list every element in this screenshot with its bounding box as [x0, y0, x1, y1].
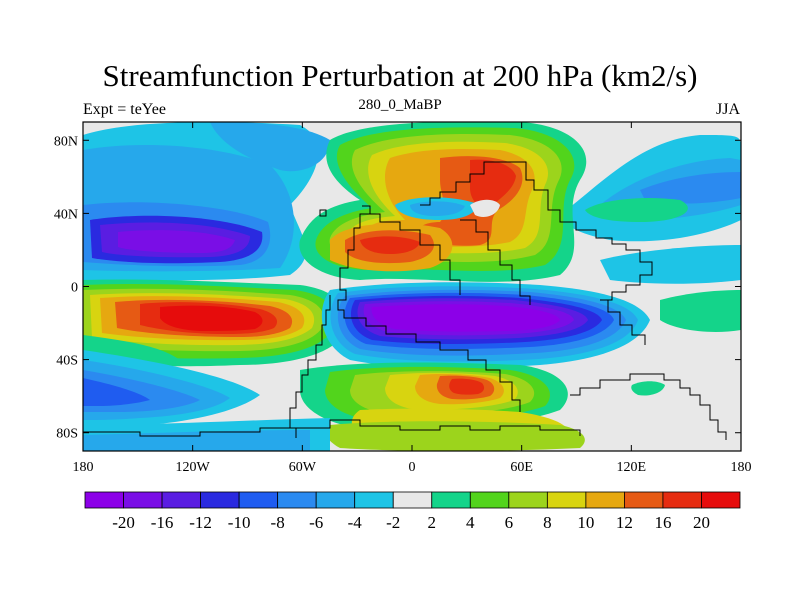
colorbar-label: -16: [151, 513, 174, 532]
colorbar-label: 6: [505, 513, 514, 532]
colorbar-swatch: [238, 491, 279, 509]
colorbar-swatch: [354, 491, 394, 509]
outline-antarctica-edge: [83, 419, 581, 437]
colorbar-swatch: [315, 491, 356, 509]
colorbar-label: -12: [189, 513, 212, 532]
contour-southeast-cyan: [600, 245, 741, 284]
colorbar-swatch: [624, 491, 664, 509]
chart-title: Streamfunction Perturbation at 200 hPa (…: [102, 58, 698, 93]
x-tick-label: 60E: [510, 460, 533, 475]
colorbar-swatch: [546, 491, 587, 509]
contour-north-warm-red: [470, 159, 516, 208]
colorbar-swatch: [277, 491, 317, 509]
colorbar-label: 2: [428, 513, 437, 532]
contour-mid-neutral: [470, 199, 500, 217]
x-axis: 180 120W 60W 0 60E 120E 180: [73, 122, 752, 475]
outline-arabia: [370, 213, 461, 295]
colorbar-label: -2: [386, 513, 400, 532]
colorbar: -20 -16 -12 -10 -8 -6 -4 -2 2 4 6 8 10 12 16 20: [84, 491, 741, 532]
contour-indian-low-core: [371, 304, 560, 332]
contour-pacific-high-core: [160, 305, 263, 331]
outline-australia: [570, 373, 727, 440]
colorbar-label: -6: [309, 513, 323, 532]
colorbar-swatch: [123, 491, 163, 509]
outline-africa: [337, 205, 521, 412]
contour-northeast-blue3: [640, 172, 741, 204]
x-tick-label: 0: [409, 460, 416, 475]
contour-southeast-small-green: [631, 381, 665, 396]
contour-south-pacific-royal: [83, 378, 150, 406]
colorbar-swatch: [662, 491, 702, 509]
colorbar-label: 20: [693, 513, 710, 532]
contour-field: [83, 122, 741, 451]
x-tick-label: 180: [73, 460, 94, 475]
contour-southern-high-red: [449, 378, 485, 395]
x-tick-label: 180: [731, 460, 752, 475]
colorbar-label: 8: [543, 513, 552, 532]
continent-outlines: [83, 161, 727, 440]
contour-southeast-green: [660, 290, 741, 332]
colorbar-label: 10: [577, 513, 594, 532]
x-tick-label: 120E: [617, 460, 647, 475]
colorbar-swatch: [585, 491, 625, 509]
contour-north-pacific-core3: [118, 230, 235, 253]
contour-northeast-green: [585, 198, 688, 222]
outline-indonesia: [600, 299, 646, 345]
colorbar-swatch: [161, 491, 201, 509]
y-tick-label: 0: [71, 281, 78, 296]
outline-south-america: [289, 295, 331, 438]
colorbar-swatch: [84, 491, 124, 509]
y-tick-label: 40N: [54, 207, 78, 222]
colorbar-swatch: [431, 491, 471, 509]
y-tick-label: 80S: [56, 427, 78, 442]
colorbar-label: 16: [654, 513, 671, 532]
contour-africa-high-red: [360, 236, 420, 254]
colorbar-swatch: [508, 491, 548, 509]
colorbar-swatch: [469, 491, 510, 509]
season-label: JJA: [715, 101, 740, 118]
colorbar-swatch: [701, 491, 741, 509]
x-tick-label: 120W: [176, 460, 211, 475]
colorbar-swatch: [200, 491, 240, 509]
contour-southern-high-lime-lower: [325, 421, 585, 451]
colorbar-label: -8: [271, 513, 285, 532]
outline-india: [460, 219, 531, 305]
outline-greenland: [319, 209, 327, 217]
colorbar-label: -20: [112, 513, 135, 532]
y-tick-label: 80N: [54, 134, 78, 149]
colorbar-swatch: [392, 491, 433, 509]
x-tick-label: 60W: [289, 460, 317, 475]
colorbar-label: -10: [228, 513, 251, 532]
colorbar-label: 4: [466, 513, 475, 532]
experiment-label: Expt = teYee: [83, 101, 166, 118]
colorbar-label: 12: [616, 513, 633, 532]
outline-eurasia: [420, 161, 653, 301]
period-label: 280_0_MaBP: [358, 97, 442, 113]
contour-north-atlantic-low: [210, 122, 330, 172]
y-tick-label: 40S: [56, 354, 78, 369]
y-axis: 80N 40N 0 40S 80S: [54, 134, 741, 442]
colorbar-label: -4: [348, 513, 363, 532]
